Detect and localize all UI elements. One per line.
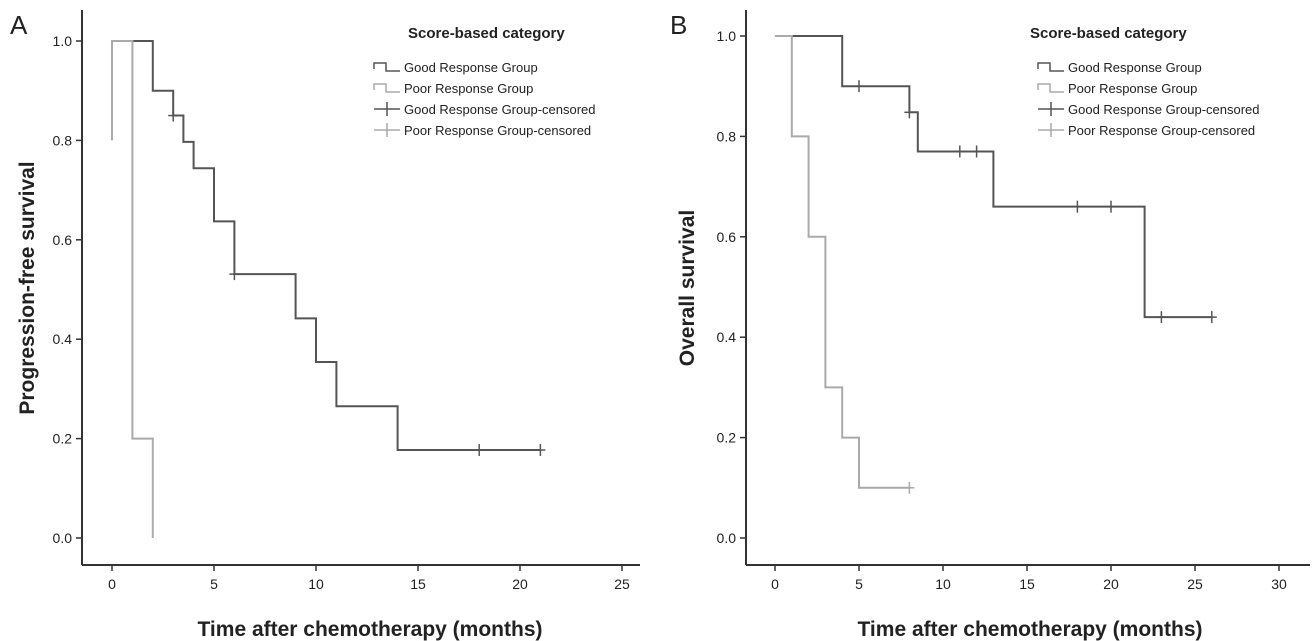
panel-letter: A xyxy=(10,10,28,40)
censor-mark-good xyxy=(854,80,864,93)
legend-label: Poor Response Group xyxy=(1068,81,1197,96)
legend-title: Score-based category xyxy=(1030,25,1187,42)
y-tick-label: 0.2 xyxy=(53,431,73,447)
legend-label: Poor Response Group xyxy=(404,81,533,96)
legend-item: Poor Response Group xyxy=(373,81,533,96)
panel-b: B 0.0 0.2 0.4 0.6 0.8 1.0 0 5 10 15 20 25 30 Time afte… xyxy=(670,10,1310,641)
legend-item: Good Response Group-censored xyxy=(374,102,596,117)
series-line-poor-response xyxy=(775,35,910,489)
legend-item: Good Response Group-censored xyxy=(1038,102,1260,117)
censor-mark-good xyxy=(168,109,179,122)
y-tick-label: 1.0 xyxy=(53,33,73,49)
x-axis-title: Time after chemotherapy (months) xyxy=(197,618,542,641)
censor-mark-good xyxy=(1156,311,1167,324)
legend-label: Good Response Group xyxy=(1068,60,1202,75)
x-tick-label: 5 xyxy=(210,576,218,592)
legend-swatch-step xyxy=(1037,62,1064,72)
y-tick-label: 0.6 xyxy=(53,232,73,248)
panel-a: A 0.0 0.2 0.4 0.6 0.8 1.0 0 5 10 15 20 25 Time after … xyxy=(10,10,640,641)
y-tick-label: 0.0 xyxy=(717,530,737,546)
censor-mark-good xyxy=(535,444,546,457)
legend-label: Poor Response Group-censored xyxy=(1068,123,1255,138)
x-tick-label: 15 xyxy=(1019,576,1035,592)
legend-swatch-step xyxy=(1037,83,1064,93)
legend-item: Poor Response Group-censored xyxy=(374,123,591,138)
censor-mark-good xyxy=(1206,311,1217,324)
x-tick-label: 0 xyxy=(108,576,116,592)
panel-letter: B xyxy=(670,10,687,40)
censor-mark-good xyxy=(229,268,240,281)
censor-mark-good xyxy=(904,106,915,119)
censor-mark-good xyxy=(474,444,485,457)
series-line-good-response xyxy=(112,40,541,452)
legend-swatch-step xyxy=(373,62,400,72)
censor-mark-good xyxy=(1106,200,1116,213)
x-tick-label: 10 xyxy=(308,576,324,592)
legend: Score-based category Good Response Group P… xyxy=(1030,25,1260,138)
legend-title: Score-based category xyxy=(408,25,565,42)
censor-mark-poor xyxy=(904,481,915,494)
y-axis-title: Progression-free survival xyxy=(16,161,39,414)
legend-item: Good Response Group xyxy=(373,60,538,75)
legend-label: Poor Response Group-censored xyxy=(404,123,591,138)
x-tick-label: 20 xyxy=(1103,576,1119,592)
y-tick-label: 0.8 xyxy=(717,128,737,144)
x-tick-label: 25 xyxy=(1187,576,1203,592)
y-tick-label: 0.0 xyxy=(53,530,73,546)
legend-item: Good Response Group xyxy=(1037,60,1202,75)
legend-label: Good Response Group-censored xyxy=(404,102,596,117)
series-line-poor-response xyxy=(111,40,154,538)
legend-swatch-step xyxy=(373,83,400,93)
legend: Score-based category Good Response Group P… xyxy=(373,25,596,138)
y-tick-label: 0.6 xyxy=(717,229,737,245)
x-tick-label: 15 xyxy=(410,576,426,592)
y-tick-label: 0.2 xyxy=(717,430,737,446)
legend-item: Poor Response Group-censored xyxy=(1038,123,1255,138)
censor-mark-good xyxy=(954,145,965,158)
series-line-good-response xyxy=(775,35,1212,319)
legend-item: Poor Response Group xyxy=(1037,81,1197,96)
y-tick-label: 0.4 xyxy=(53,331,73,347)
x-tick-label: 20 xyxy=(512,576,528,592)
x-tick-label: 5 xyxy=(855,576,863,592)
x-axis-title: Time after chemotherapy (months) xyxy=(857,618,1202,641)
x-tick-label: 10 xyxy=(935,576,951,592)
y-axis-title: Overall survival xyxy=(676,210,699,366)
x-tick-label: 0 xyxy=(771,576,779,592)
censor-mark-good xyxy=(1072,200,1083,213)
legend-label: Good Response Group-censored xyxy=(1068,102,1260,117)
y-tick-label: 0.8 xyxy=(53,132,73,148)
censor-mark-good xyxy=(971,145,982,158)
y-tick-label: 1.0 xyxy=(717,28,737,44)
x-tick-label: 30 xyxy=(1271,576,1287,592)
legend-label: Good Response Group xyxy=(404,60,538,75)
y-tick-label: 0.4 xyxy=(717,329,737,345)
x-tick-label: 25 xyxy=(614,576,630,592)
